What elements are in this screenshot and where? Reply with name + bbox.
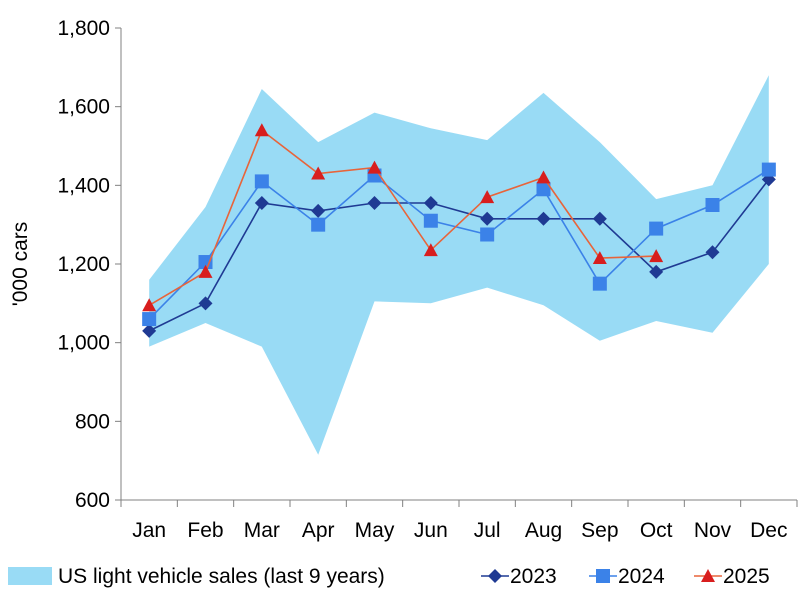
point-2025 [198,264,213,278]
x-tick-label: Apr [302,519,335,542]
point-2023 [367,196,382,211]
x-tick-label: Oct [640,519,673,542]
x-tick-label: Dec [750,519,787,542]
legend-marker-2024 [596,569,610,583]
point-2023 [142,323,157,338]
x-tick-label: Jan [132,519,166,542]
point-2024 [536,182,551,197]
y-tick-label: 1,400 [57,174,110,197]
x-tick-label: Sep [581,519,618,542]
point-2024 [198,255,213,270]
legend-swatch-band [8,567,52,585]
legend-label-2024: 2024 [618,565,665,588]
series-line-2025 [148,129,657,306]
point-2023 [423,196,438,211]
y-tick-label: 1,000 [57,332,110,355]
point-2025 [592,251,607,265]
point-2023 [311,203,326,218]
legend-marker-2025 [701,569,715,582]
point-2024 [592,276,607,291]
series-line-2024 [148,168,770,320]
x-tick-label: Aug [525,519,562,542]
point-2024 [761,162,776,177]
legend-label-2025: 2025 [723,565,770,588]
point-2023 [198,296,213,311]
y-tick-label: 1,600 [57,96,110,119]
x-tick-label: Mar [244,519,280,542]
range-band [149,75,769,455]
point-2025 [536,170,551,184]
legend-label-band: US light vehicle sales (last 9 years) [58,565,385,588]
point-2023 [705,245,720,260]
legend-label-2023: 2023 [510,565,557,588]
point-2024 [705,198,720,212]
point-2025 [423,243,438,257]
point-2023 [480,211,495,226]
y-tick-label: 1,200 [57,253,110,276]
point-2023 [536,211,551,226]
x-tick-label: Nov [694,519,732,542]
point-2024 [311,217,326,232]
point-2025 [311,166,326,180]
y-tick-label: 1,800 [57,17,110,40]
point-2023 [254,196,269,211]
y-tick-label: 600 [75,489,110,512]
x-tick-label: Jul [474,519,501,542]
x-tick-label: Feb [187,519,223,542]
point-2024 [423,213,438,228]
series-line-2023 [148,178,770,332]
point-2025 [480,190,495,204]
point-2024 [142,312,157,327]
legend-marker-2023 [488,569,502,583]
x-tick-label: May [355,519,395,542]
point-2025 [142,298,157,312]
y-axis-title: '000 cars [9,222,32,307]
point-2024 [649,221,664,236]
point-2025 [254,123,269,137]
point-2025 [367,160,382,174]
point-2024 [254,174,269,189]
x-tick-label: Jun [414,519,448,542]
point-2025 [649,249,664,263]
point-2024 [480,227,495,242]
point-2023 [649,264,664,279]
point-2023 [592,211,607,226]
y-tick-label: 800 [75,410,110,433]
